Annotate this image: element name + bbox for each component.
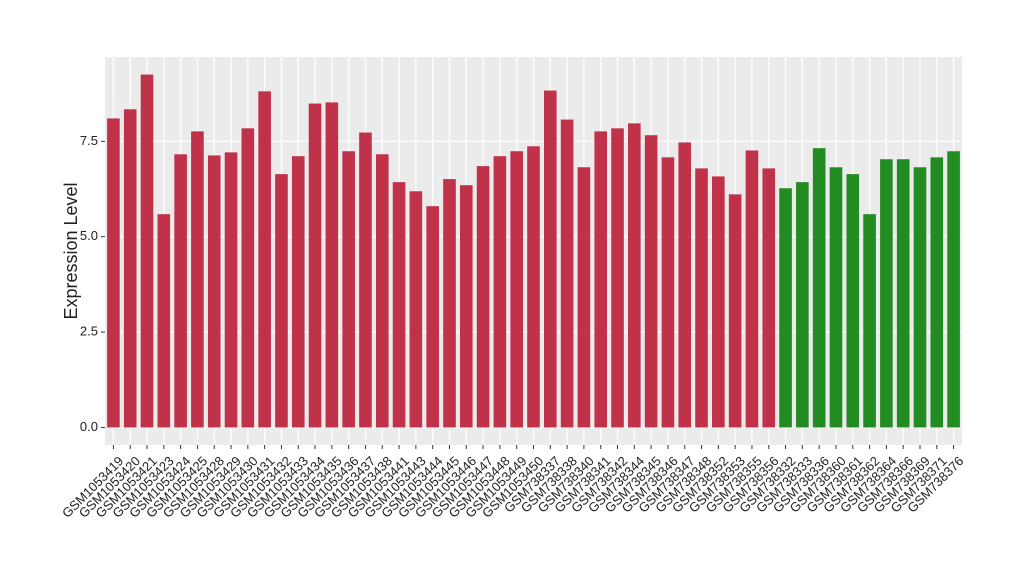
bar [325,102,339,428]
bar [577,167,591,428]
bar [728,194,742,428]
bar [560,119,574,428]
bar [409,191,423,428]
bar [493,156,507,428]
bar [476,166,490,428]
bar [678,142,692,428]
bar [291,156,305,428]
y-axis-title: Expression Level [61,182,81,319]
bar [359,132,372,428]
bar [527,146,540,428]
bar [846,174,860,428]
bar [258,91,271,428]
bar [745,150,759,428]
bar [779,188,792,428]
bar [796,182,809,428]
bar [241,128,255,428]
y-tick-label: 0.0 [80,419,98,434]
bar [829,167,843,428]
bar [947,151,960,428]
bar [375,154,389,428]
bar [308,103,322,428]
bar [880,159,893,428]
bar [207,155,221,428]
bar [510,151,523,428]
bar [762,168,776,428]
y-tick-label: 7.5 [80,133,98,148]
bar [644,135,658,428]
bar [342,151,355,428]
y-tick-label: 2.5 [80,324,98,339]
bar [459,185,473,428]
bar [611,128,624,428]
bar [107,118,120,428]
bar [712,176,725,428]
bar [123,109,137,428]
bar [913,167,927,428]
bar [628,123,641,428]
bar [695,168,708,428]
bar [191,131,204,428]
bar [140,74,154,428]
bar [426,206,439,428]
bar [896,159,910,428]
bar [392,182,406,428]
y-tick-label: 5.0 [80,228,98,243]
bar [594,131,608,428]
bar [812,148,826,428]
bar [661,157,675,428]
bar [863,214,876,428]
bar [174,154,187,428]
bar [275,174,288,428]
bar [930,157,944,428]
bar [443,179,456,428]
bar [157,214,171,428]
bar [544,90,557,428]
bar [224,152,238,428]
